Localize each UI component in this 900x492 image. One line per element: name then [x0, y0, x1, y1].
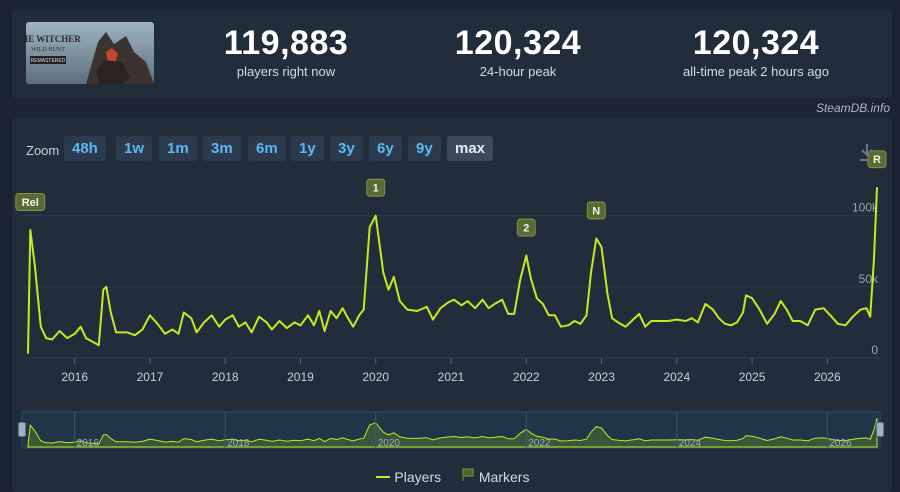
players-series [27, 187, 878, 354]
x-axis-ticks: 2016 2017 2018 2019 2020 2021 2022 2023 2024 2025… [61, 358, 841, 384]
zoom-label: Zoom [26, 143, 60, 158]
stat-label: 24-hour peak [479, 64, 557, 79]
gridlines [22, 215, 880, 359]
x-tick-label: 2021 [438, 370, 465, 384]
chart-legend: Players Markers [12, 468, 892, 485]
legend-label-players: Players [394, 469, 442, 485]
zoom-button-6m[interactable]: 6m [248, 136, 286, 161]
navigator-handle-right[interactable] [875, 421, 885, 438]
marker-1[interactable]: 1 [366, 178, 386, 197]
zoom-button-1m[interactable]: 1m [159, 136, 197, 161]
player-count-chart[interactable]: 0 50k 100k 2016 2017 2018 2019 2020 2021 2022 202… [12, 118, 892, 492]
game-art-badge-bg [30, 56, 66, 64]
y-tick-label: 50k [859, 272, 879, 286]
marker-r[interactable]: R [867, 150, 887, 169]
x-tick-label: 2023 [588, 370, 615, 384]
marker-flag [516, 218, 536, 237]
marker-label: 1 [373, 183, 379, 195]
zoom-button-9y[interactable]: 9y [408, 136, 441, 161]
marker-n[interactable]: N [586, 201, 606, 220]
zoom-button-48h[interactable]: 48h [64, 136, 106, 161]
legend-label-markers: Markers [478, 469, 530, 485]
marker-label: Rel [22, 197, 39, 209]
stat-value: 119,883 [223, 24, 349, 62]
event-markers: Rel 1 2 N R [15, 150, 887, 237]
chart-card: Zoom 48h 1w 1m 3m 6m 1y 3y 6y 9y max 0 50… [12, 118, 892, 492]
stat-label: all-time peak 2 hours ago [683, 64, 829, 79]
marker-flag [15, 193, 46, 211]
players-line [27, 187, 878, 354]
navigator-tick-label: 2024 [679, 438, 702, 449]
y-tick-label: 0 [871, 343, 878, 357]
marker-flag [586, 201, 606, 220]
x-tick-label: 2020 [362, 370, 389, 384]
legend-item-players[interactable]: Players [375, 469, 442, 485]
navigator-handle-left[interactable] [17, 421, 27, 438]
zoom-button-6y[interactable]: 6y [369, 136, 402, 161]
navigator-tick-label: 2020 [378, 438, 401, 449]
zoom-button-1y[interactable]: 1y [291, 136, 324, 161]
flag-icon [462, 468, 474, 481]
x-tick-label: 2024 [663, 370, 690, 384]
legend-item-markers[interactable]: Markers [461, 468, 529, 485]
game-capsule-image[interactable]: THE WITCHER WILD HUNT REMASTERED [26, 22, 154, 84]
y-tick-label: 100k [852, 201, 879, 215]
stat-24h-peak: 120,324 24-hour peak [408, 24, 628, 79]
x-tick-label: 2022 [513, 370, 540, 384]
x-tick-label: 2025 [739, 370, 766, 384]
navigator-tick-label: 2018 [227, 438, 250, 449]
marker-label: R [873, 154, 881, 166]
zoom-button-3m[interactable]: 3m [203, 136, 241, 161]
navigator-series [27, 418, 878, 448]
steamdb-credit[interactable]: SteamDB.info [815, 101, 890, 115]
game-art-badge: REMASTERED [31, 58, 66, 64]
x-tick-label: 2018 [212, 370, 239, 384]
zoom-button-max[interactable]: max [447, 136, 494, 161]
marker-flag [867, 150, 887, 169]
x-tick-label: 2026 [814, 370, 841, 384]
stat-all-time-peak: 120,324 all-time peak 2 hours ago [646, 24, 866, 79]
marker-flag [366, 178, 386, 197]
zoom-button-1w[interactable]: 1w [116, 136, 153, 161]
stat-label: players right now [236, 64, 336, 79]
navigator-tick-label: 2022 [528, 438, 551, 449]
x-tick-label: 2019 [287, 370, 314, 384]
marker-label: N [592, 205, 600, 217]
navigator-tick-label: 2026 [829, 438, 852, 449]
stat-value: 120,324 [454, 24, 582, 62]
marker-label: 2 [523, 223, 529, 235]
navigator-tick-label: 2016 [77, 438, 100, 449]
stats-card: THE WITCHER WILD HUNT REMASTERED 119,883… [12, 10, 892, 98]
game-art-subtitle: WILD HUNT [31, 47, 65, 53]
zoom-button-3y[interactable]: 3y [330, 136, 363, 161]
x-tick-label: 2016 [61, 370, 88, 384]
marker-2[interactable]: 2 [516, 218, 536, 237]
stat-current-players: 119,883 players right now [176, 24, 396, 79]
stat-value: 120,324 [692, 24, 820, 62]
players-legend-swatch [375, 476, 390, 478]
game-art-title: THE WITCHER [26, 34, 81, 44]
x-tick-label: 2017 [137, 370, 164, 384]
navigator[interactable]: 2016 2018 2020 2022 2024 2026 [17, 411, 885, 449]
y-axis-ticks: 0 50k 100k [852, 201, 879, 357]
marker-rel[interactable]: Rel [15, 193, 46, 211]
